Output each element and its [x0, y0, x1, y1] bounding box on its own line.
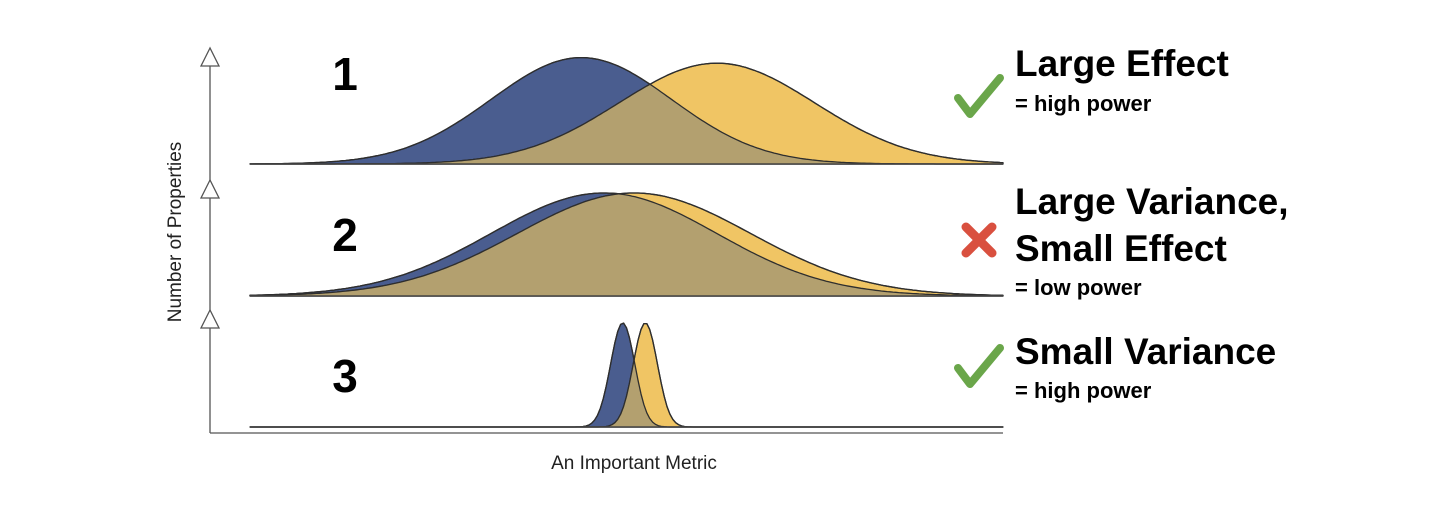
check-mark-stroke [954, 344, 1004, 388]
y-axis [199, 46, 1003, 434]
panel-subline: = high power [1015, 91, 1152, 116]
y-axis-arrow-2 [199, 178, 221, 199]
x-axis-label: An Important Metric [551, 453, 717, 474]
cross-icon [961, 222, 997, 258]
panel-3: 3 Small Variance = high power [249, 322, 1276, 428]
panel-number: 3 [332, 350, 358, 402]
density-outline-blue [250, 192, 1003, 297]
density-outline-yellow [250, 192, 1004, 297]
panel-number: 1 [332, 48, 358, 100]
panel-headline-line-1: Large Variance, [1015, 181, 1289, 222]
check-mark-stroke [954, 74, 1004, 118]
density-overlap [250, 323, 1003, 427]
panel-headline: Small Variance [1015, 331, 1276, 372]
check-icon [954, 344, 1004, 388]
y-axis-arrow-3 [199, 308, 221, 329]
cross-mark-stroke-2 [961, 222, 997, 258]
panel-2: 2 Large Variance, Small Effect = low pow… [249, 181, 1289, 300]
panel-subline: = low power [1015, 275, 1142, 300]
density-overlap [250, 193, 1003, 296]
panel-1: 1 Large Effect = high power [249, 43, 1229, 165]
panel-headline-line-2: Small Effect [1015, 228, 1227, 269]
check-icon [954, 74, 1004, 118]
panel-number: 2 [332, 209, 358, 261]
y-axis-label: Number of Properties [165, 142, 186, 323]
y-axis-arrow-1 [199, 46, 221, 67]
panel-subline: = high power [1015, 378, 1152, 403]
panel-headline: Large Effect [1015, 43, 1229, 84]
